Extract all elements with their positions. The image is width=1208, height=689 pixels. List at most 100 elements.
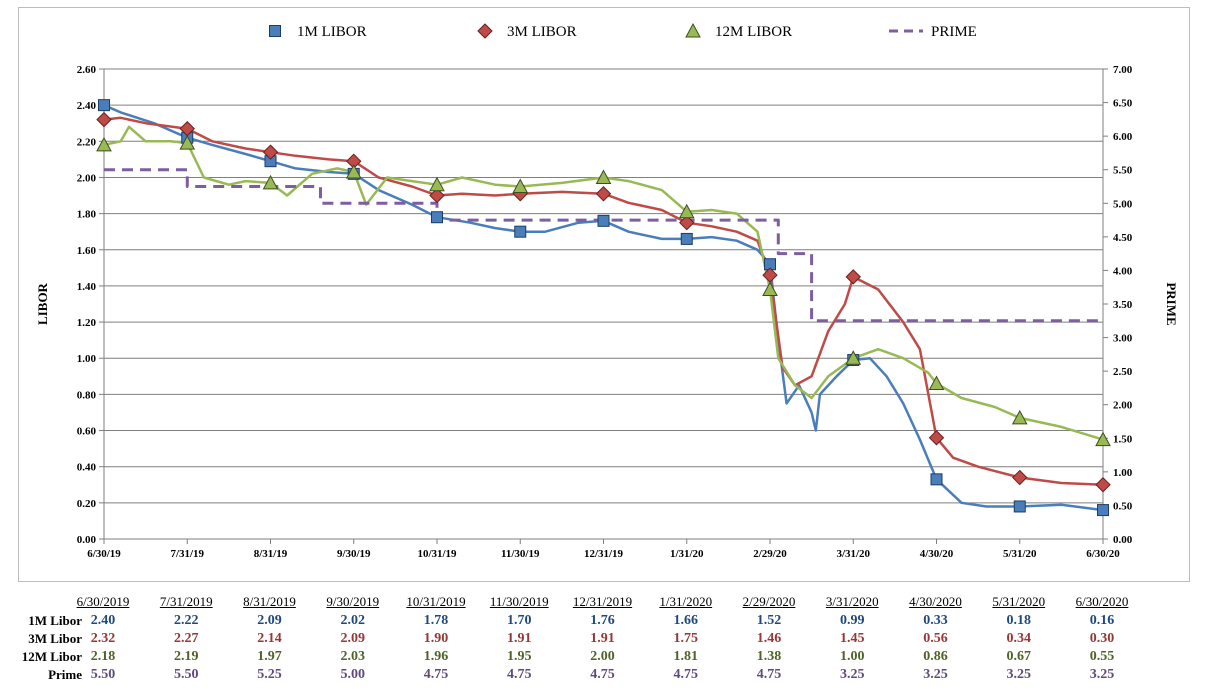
legend-label: 3M LIBOR	[507, 24, 577, 40]
x-tick-label: 2/29/20	[753, 548, 787, 560]
series-line-12m-libor	[103, 125, 1104, 441]
y-tick-label-left: 2.20	[77, 136, 97, 148]
x-tick-label: 12/31/19	[584, 548, 624, 560]
table-cell: 1.90	[423, 631, 449, 646]
table-cell: 2.02	[340, 613, 366, 628]
data-point-12m-libor	[345, 163, 362, 179]
table-column-header: 10/31/2019	[406, 594, 466, 609]
data-point-3m-libor	[1012, 469, 1028, 486]
y-tick-label-right: 3.50	[1113, 299, 1133, 311]
table-cell: 5.00	[340, 667, 366, 682]
table-cell: 1.00	[840, 649, 865, 664]
data-point-12m-libor	[1095, 431, 1111, 447]
data-point-12m-libor	[262, 174, 279, 190]
data-point-12m-libor	[762, 281, 778, 297]
table-cell: 3.25	[1089, 667, 1115, 682]
data-point-1m-libor	[597, 214, 610, 227]
table-cell: 1.75	[673, 631, 699, 646]
table-cell: 1.76	[590, 613, 615, 628]
table-cell: 1.91	[590, 631, 615, 646]
data-point-1m-libor	[930, 473, 943, 486]
data-point-12m-libor	[96, 136, 112, 152]
table-cell: 1.97	[257, 649, 282, 664]
table-row-label: 12M Libor	[21, 649, 82, 664]
legend-label: 1M LIBOR	[297, 24, 367, 40]
y-axis-title-left: LIBOR	[35, 282, 50, 325]
table-cell: 4.75	[423, 667, 449, 682]
x-tick-label: 9/30/19	[337, 548, 371, 560]
data-point-3m-libor	[928, 430, 945, 446]
y-tick-label-right: 7.00	[1113, 64, 1133, 76]
y-tick-label-left: 0.00	[77, 534, 97, 546]
table-row-label: 1M Libor	[28, 613, 82, 628]
data-point-3m-libor	[595, 186, 612, 202]
data-point-3m-libor	[679, 214, 695, 231]
table-cell: 4.75	[756, 667, 782, 682]
table-cell: 4.75	[673, 667, 699, 682]
data-point-12m-libor	[1011, 409, 1028, 425]
x-tick-label: 6/30/19	[87, 548, 121, 560]
y-tick-label-right: 1.00	[1113, 467, 1133, 479]
table-row-label: 3M Libor	[28, 631, 82, 646]
table-cell: 0.34	[1006, 631, 1032, 646]
table-cell: 1.52	[756, 613, 782, 628]
legend-label: 12M LIBOR	[715, 24, 792, 40]
table-column-header: 4/30/2020	[909, 594, 962, 609]
y-tick-label-left: 1.40	[77, 281, 97, 293]
data-point-1m-libor	[514, 225, 527, 238]
data-point-3m-libor	[845, 269, 861, 285]
y-tick-label-right: 1.50	[1113, 433, 1133, 445]
table-column-header: 8/31/2019	[243, 594, 296, 609]
table-column-header: 12/31/2019	[572, 594, 633, 609]
table-cell: 3.25	[840, 667, 865, 682]
table-cell: 0.99	[840, 613, 865, 628]
series-line-1m-libor	[103, 104, 1104, 512]
data-point-1m-libor	[98, 99, 110, 112]
table-column-header: 3/31/2020	[825, 594, 879, 609]
table-cell: 2.22	[174, 613, 199, 628]
table-column-header: 6/30/2019	[76, 594, 130, 609]
y-tick-label-right: 5.00	[1113, 198, 1133, 210]
table-cell: 2.27	[174, 631, 199, 646]
table-column-header: 5/31/2020	[992, 594, 1046, 609]
table-cell: 2.03	[340, 649, 366, 664]
y-tick-label-left: 0.20	[77, 498, 97, 510]
table-cell: 2.00	[590, 649, 615, 664]
table-cell: 4.75	[590, 667, 615, 682]
table-cell: 2.18	[90, 649, 116, 664]
table-cell: 5.50	[174, 667, 199, 682]
y-tick-label-left: 1.80	[77, 209, 97, 221]
x-tick-label: 1/31/20	[670, 548, 704, 560]
table-cell: 0.67	[1006, 649, 1032, 664]
legend-label: PRIME	[931, 24, 977, 40]
y-tick-label-right: 2.50	[1113, 366, 1133, 378]
table-cell: 1.81	[673, 649, 699, 664]
y-tick-label-right: 6.00	[1113, 131, 1133, 143]
data-point-3m-libor	[262, 144, 279, 160]
table-cell: 2.32	[90, 631, 116, 646]
x-tick-label: 10/31/19	[417, 548, 457, 560]
table-cell: 0.18	[1006, 613, 1032, 628]
x-tick-label: 5/31/20	[1003, 548, 1037, 560]
table-cell: 1.45	[840, 631, 865, 646]
table-cell: 1.78	[423, 613, 449, 628]
y-tick-label-right: 3.00	[1113, 333, 1133, 345]
y-tick-label-right: 2.00	[1113, 400, 1133, 412]
x-tick-label: 6/30/20	[1086, 548, 1120, 560]
y-tick-label-right: 0.00	[1113, 534, 1133, 546]
table-cell: 0.86	[923, 649, 948, 664]
y-tick-label-right: 4.00	[1113, 265, 1133, 277]
series-line-3m-libor	[103, 116, 1104, 487]
table-column-header: 9/30/2019	[326, 594, 380, 609]
y-tick-label-left: 2.60	[77, 64, 97, 76]
table-cell: 0.55	[1089, 649, 1115, 664]
y-tick-label-left: 1.20	[77, 317, 97, 329]
data-point-1m-libor	[431, 211, 443, 224]
data-point-1m-libor	[680, 232, 693, 245]
y-tick-label-right: 0.50	[1113, 500, 1133, 512]
data-point-1m-libor	[1013, 500, 1026, 513]
table-column-header: 11/30/2019	[489, 594, 549, 609]
table-column-header: 1/31/2020	[659, 594, 713, 609]
y-axis-title-right: PRIME	[1164, 282, 1179, 325]
table-cell: 1.46	[756, 631, 782, 646]
